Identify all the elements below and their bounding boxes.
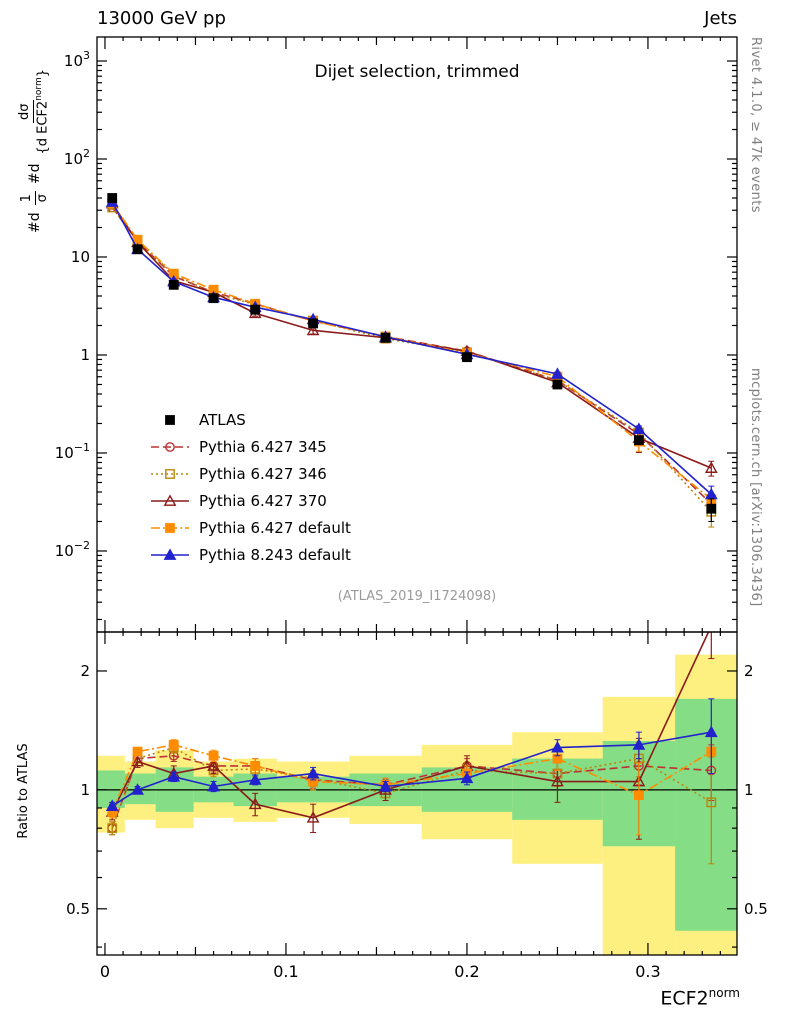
legend: ATLAS Pythia 6.427 345 Pythia 6.427 346 Pyt…: [150, 406, 351, 568]
main-y-axis-label: #d 1 σ #d dσ {d ECF2norm}: [5, 25, 65, 275]
svg-text:0.5: 0.5: [744, 900, 768, 918]
legend-label: Pythia 6.427 345: [199, 437, 327, 456]
ratio-y-axis-label: Ratio to ATLAS: [16, 743, 31, 839]
svg-text:103: 103: [64, 49, 90, 70]
legend-marker-sample: [151, 493, 189, 506]
legend-item-pythia-8-243-default: Pythia 8.243 default: [150, 541, 351, 568]
rivet-version-note: Rivet 4.1.0, ≥ 47k events: [748, 37, 763, 213]
mcplots-reference-note: mcplots.cern.ch [arXiv:1306.3436]: [748, 368, 763, 607]
svg-text:1: 1: [744, 781, 754, 799]
svg-text:0: 0: [100, 962, 110, 981]
legend-label: Pythia 6.427 346: [199, 464, 327, 483]
ylabel-prefix1: #d: [27, 212, 43, 234]
axis-ticks: [97, 37, 737, 955]
legend-label: Pythia 8.243 default: [199, 545, 351, 564]
legend-item-pythia-6-427-default: Pythia 6.427 default: [150, 514, 351, 541]
svg-text:2: 2: [80, 662, 90, 680]
analysis-id-watermark: (ATLAS_2019_I1724098): [337, 589, 497, 604]
legend-item-atlas: ATLAS: [150, 406, 351, 433]
legend-marker-sample: [151, 547, 189, 560]
series-ratio-4: [105, 698, 718, 811]
legend-item-pythia-6-427-346: Pythia 6.427 346: [150, 460, 351, 487]
legend-item-pythia-6-427-345: Pythia 6.427 345: [150, 433, 351, 460]
svg-text:0.5: 0.5: [66, 900, 90, 918]
analysis-group-label: Jets: [704, 8, 737, 29]
svg-text:0.2: 0.2: [454, 962, 479, 981]
ratio-uncertainty-bands: [97, 654, 737, 955]
legend-marker-sample: [151, 522, 189, 533]
svg-text:10−1: 10−1: [55, 441, 90, 462]
svg-text:1: 1: [80, 781, 90, 799]
svg-text:0.1: 0.1: [273, 962, 298, 981]
legend-label: Pythia 6.427 370: [199, 491, 327, 510]
svg-text:10: 10: [71, 248, 90, 266]
beam-energy-label: 13000 GeV pp: [97, 8, 226, 29]
ylabel-frac-one-over-sigma: 1 σ: [19, 191, 51, 206]
legend-marker-sample: [165, 414, 175, 425]
x-axis-label: ECF2norm: [660, 986, 740, 1010]
svg-text:2: 2: [744, 662, 754, 680]
svg-text:1: 1: [80, 346, 90, 364]
svg-text:0.3: 0.3: [635, 962, 660, 981]
legend-marker-sample: [151, 468, 189, 479]
ratio-panel-frame: [96, 631, 738, 956]
legend-label: Pythia 6.427 default: [199, 518, 351, 537]
plot-title: Dijet selection, trimmed: [314, 62, 520, 82]
svg-text:102: 102: [64, 147, 90, 168]
series-main-atlas: [107, 193, 717, 522]
legend-item-pythia-6-427-370: Pythia 6.427 370: [150, 487, 351, 514]
legend-label: ATLAS: [199, 410, 246, 429]
ylabel-frac-dsigma: dσ {d ECF2norm}: [17, 68, 51, 155]
svg-text:10−2: 10−2: [55, 539, 90, 560]
ylabel-prefix2: #d: [27, 163, 43, 185]
legend-marker-sample: [151, 441, 189, 452]
